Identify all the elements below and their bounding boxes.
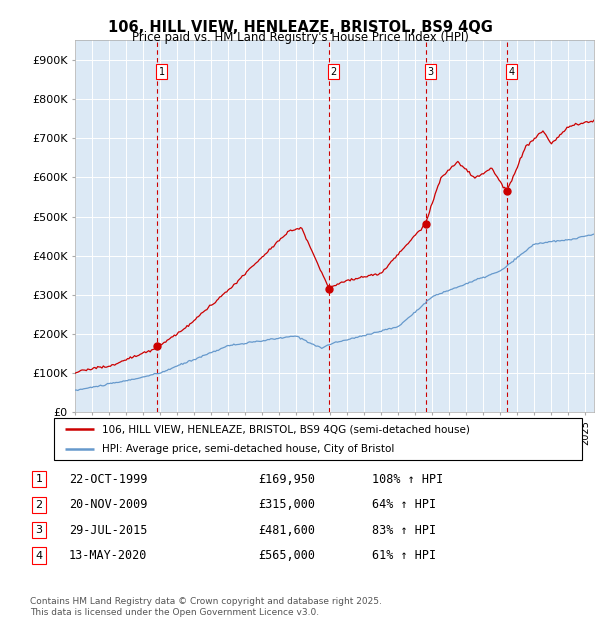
Text: 1: 1 (159, 66, 165, 77)
Text: 22-OCT-1999: 22-OCT-1999 (69, 473, 148, 485)
Text: 4: 4 (509, 66, 515, 77)
Text: 20-NOV-2009: 20-NOV-2009 (69, 498, 148, 511)
Text: 83% ↑ HPI: 83% ↑ HPI (372, 524, 436, 536)
Text: 13-MAY-2020: 13-MAY-2020 (69, 549, 148, 562)
Text: £169,950: £169,950 (258, 473, 315, 485)
Text: HPI: Average price, semi-detached house, City of Bristol: HPI: Average price, semi-detached house,… (101, 445, 394, 454)
Text: 106, HILL VIEW, HENLEAZE, BRISTOL, BS9 4QG (semi-detached house): 106, HILL VIEW, HENLEAZE, BRISTOL, BS9 4… (101, 424, 469, 434)
Text: 3: 3 (35, 525, 43, 535)
Text: 4: 4 (35, 551, 43, 560)
Text: Price paid vs. HM Land Registry's House Price Index (HPI): Price paid vs. HM Land Registry's House … (131, 31, 469, 44)
Text: 29-JUL-2015: 29-JUL-2015 (69, 524, 148, 536)
Text: 2: 2 (35, 500, 43, 510)
Text: 3: 3 (428, 66, 434, 77)
Text: 61% ↑ HPI: 61% ↑ HPI (372, 549, 436, 562)
Text: 1: 1 (35, 474, 43, 484)
Text: Contains HM Land Registry data © Crown copyright and database right 2025.
This d: Contains HM Land Registry data © Crown c… (30, 598, 382, 617)
Text: 106, HILL VIEW, HENLEAZE, BRISTOL, BS9 4QG: 106, HILL VIEW, HENLEAZE, BRISTOL, BS9 4… (107, 20, 493, 35)
Text: 108% ↑ HPI: 108% ↑ HPI (372, 473, 443, 485)
Text: 2: 2 (331, 66, 337, 77)
Text: 64% ↑ HPI: 64% ↑ HPI (372, 498, 436, 511)
Text: £565,000: £565,000 (258, 549, 315, 562)
Text: £315,000: £315,000 (258, 498, 315, 511)
Text: £481,600: £481,600 (258, 524, 315, 536)
